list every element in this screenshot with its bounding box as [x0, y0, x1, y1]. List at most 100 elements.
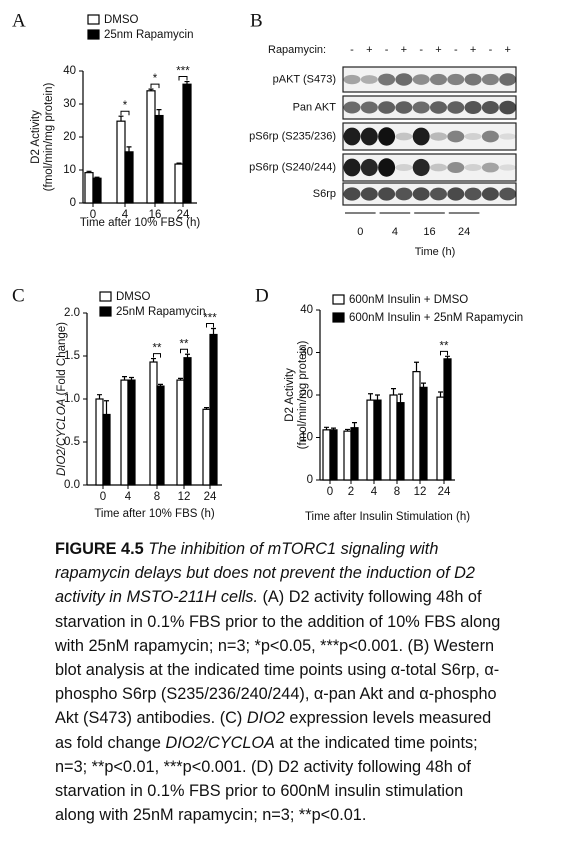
bar: [322, 429, 331, 481]
blot-band: [430, 101, 447, 114]
error-bar: [126, 146, 132, 152]
bar: [84, 172, 94, 204]
error-bar: [204, 407, 209, 410]
significance-label: ***: [176, 66, 190, 78]
blot-band: [412, 187, 430, 201]
significance-bracket: [180, 348, 188, 354]
x-tick-label: 24: [177, 209, 190, 221]
bar: [389, 394, 398, 481]
timepoint-label: 4: [392, 226, 398, 238]
significance-label: **: [153, 343, 162, 355]
bar: [366, 399, 375, 481]
error-bar: [421, 382, 426, 388]
bar: [350, 427, 359, 481]
caption: FIGURE 4.5 The inhibition of mTORC1 sign…: [55, 537, 505, 827]
legend-label: 25nM Rapamycin: [116, 306, 205, 318]
y-tick-label: 0: [307, 474, 313, 486]
error-bar: [324, 426, 329, 430]
significance-label: **: [440, 340, 449, 352]
treatment-label: Rapamycin:: [268, 44, 326, 56]
y-tick-label: 1.0: [64, 393, 80, 405]
legend-label: DMSO: [104, 14, 139, 26]
y-tick-label: 2.0: [64, 307, 80, 319]
blot-band: [447, 161, 465, 174]
caption-segment: DIO2/CYCLOA: [165, 733, 275, 752]
error-bar: [118, 115, 124, 122]
bar: [396, 402, 405, 481]
error-bar: [331, 427, 336, 430]
blot-band: [360, 127, 378, 146]
blot-band: [395, 132, 413, 141]
y-tick-label: 20: [63, 131, 76, 143]
caption-segment: expression levels measured as fold chang…: [55, 709, 492, 752]
blot-row-label: pS6rp (S240/244): [249, 161, 336, 173]
blot-band: [378, 127, 396, 146]
x-tick-label: 24: [438, 486, 451, 498]
blot-band: [360, 158, 378, 177]
error-bar: [158, 383, 163, 387]
error-bar: [414, 361, 419, 372]
blot-band: [430, 73, 447, 86]
bar: [154, 114, 164, 204]
blot-band: [395, 101, 413, 114]
panel-letter: A: [12, 10, 26, 31]
x-tick-label: 16: [149, 209, 162, 221]
error-bar: [345, 428, 350, 432]
blot-band: [412, 127, 430, 146]
bar: [174, 163, 184, 204]
blot-row-label: pS6rp (S235/236): [249, 130, 336, 142]
error-bar: [97, 394, 102, 399]
bar: [436, 396, 445, 481]
blot-band: [481, 162, 499, 173]
caption-segment: (A) D2 activity following 48h of starvat…: [55, 588, 501, 728]
blot-row-label: pAKT (S473): [273, 73, 336, 85]
y-axis-label-part: (fmol/min/mg protein): [297, 341, 309, 450]
timepoint-label: 24: [458, 226, 470, 238]
bar: [373, 399, 382, 481]
blot-band: [395, 163, 413, 172]
bar: [127, 379, 136, 486]
bar: [146, 90, 156, 204]
error-bar: [184, 80, 190, 85]
error-bar: [129, 376, 134, 381]
y-axis-label: D2 Activity: [30, 110, 42, 164]
error-bar: [148, 88, 154, 91]
y-tick-label: 40: [63, 65, 76, 77]
significance-bracket: [120, 110, 130, 116]
significance-bracket: [440, 350, 448, 356]
legend-swatch: [87, 14, 100, 25]
x-tick-label: 12: [178, 491, 191, 503]
caption-segment: DIO2: [246, 709, 285, 728]
blot-band: [499, 187, 517, 201]
x-tick-label: 0: [100, 491, 106, 503]
x-tick-label: 0: [327, 486, 333, 498]
error-bar: [122, 376, 127, 381]
lane-sign: -: [385, 44, 389, 56]
blot-band: [395, 187, 413, 201]
legend-label: 600nM Insulin + 25nM Rapamycin: [349, 312, 523, 324]
lane-sign: -: [454, 44, 458, 56]
timepoint-label: 16: [423, 226, 435, 238]
error-bar: [398, 393, 403, 403]
blot-band: [343, 187, 361, 201]
bar: [120, 379, 129, 486]
blot-band: [447, 130, 465, 143]
lane-sign: -: [419, 44, 423, 56]
blot-band: [464, 163, 482, 172]
lane-sign: +: [435, 44, 441, 56]
lane-sign: +: [504, 44, 510, 56]
bar: [329, 429, 338, 481]
bar: [412, 371, 421, 481]
blot-band: [430, 187, 447, 201]
error-bar: [445, 355, 450, 359]
significance-label: *: [153, 73, 158, 85]
bar: [124, 151, 134, 204]
y-tick-label: 40: [300, 304, 313, 316]
bar: [183, 357, 192, 486]
blot-row-label: S6rp: [313, 188, 336, 200]
y-axis-label-part: D2 Activity: [30, 110, 42, 164]
legend-swatch: [99, 306, 112, 317]
y-axis-label-part: D2 Activity: [284, 368, 296, 422]
